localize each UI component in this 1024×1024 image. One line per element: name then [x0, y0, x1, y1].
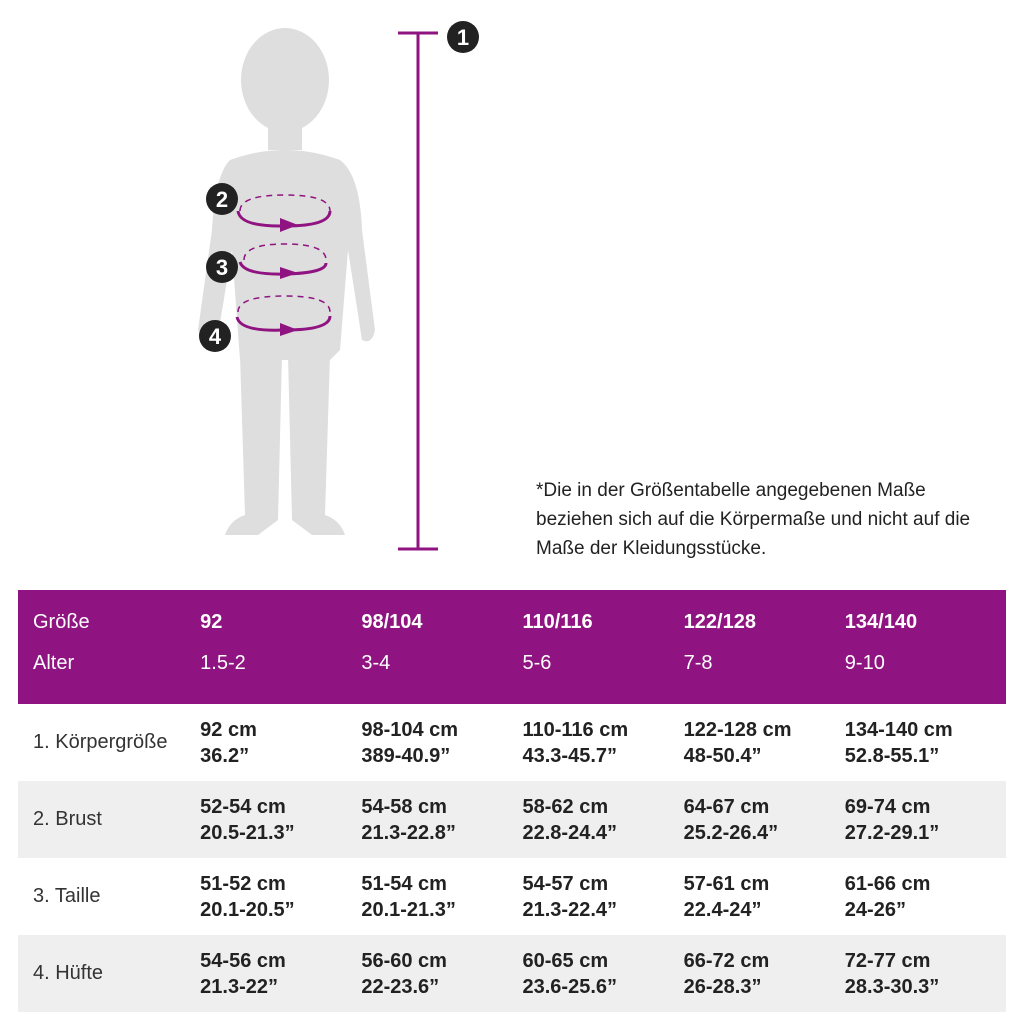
cm-value: 72-77 cm [844, 949, 931, 972]
inch-value: 389-40.9” [361, 744, 451, 767]
inch-value: 20.1-21.3” [361, 898, 456, 921]
cm-value: 58-62 cm [522, 795, 609, 818]
size-value: 122/128 [683, 610, 756, 633]
measurement-figure: 1 2 3 4 [198, 21, 479, 551]
table-cell: 54-56 cm 21.3-22” [200, 935, 361, 1012]
inch-value: 22.4-24” [683, 898, 762, 921]
cm-value: 60-65 cm [522, 949, 609, 972]
table-cell: 66-72 cm 26-28.3” [684, 935, 845, 1012]
cm-value: 92 cm [200, 718, 257, 741]
cm-value: 61-66 cm [844, 872, 931, 895]
inch-value: 43.3-45.7” [522, 744, 617, 767]
size-value: 92 [200, 610, 223, 633]
cm-value: 134-140 cm [844, 718, 953, 741]
cm-value: 110-116 cm [522, 718, 629, 741]
inch-value: 36.2” [200, 744, 250, 767]
marker-badges: 1 2 3 4 [199, 21, 479, 352]
cm-value: 51-52 cm [200, 872, 286, 895]
inch-value: 20.5-21.3” [200, 821, 295, 844]
age-value: 7-8 [683, 652, 713, 674]
cm-value: 54-56 cm [200, 949, 286, 972]
age-value: 5-6 [522, 652, 552, 674]
cm-value: 66-72 cm [683, 949, 770, 972]
header-row-age: Alter 1.5-2 3-4 5-6 7-8 9-10 [18, 650, 1006, 704]
inch-value: 21.3-22.4” [522, 898, 617, 921]
measurement-note: *Die in der Größentabelle angegebenen Ma… [536, 480, 971, 559]
table-cell: 110-116 cm 43.3-45.7” [522, 704, 683, 781]
inch-value: 20.1-20.5” [200, 898, 295, 921]
inch-value: 22-23.6” [361, 975, 440, 998]
size-value: 110/116 [522, 610, 593, 633]
row-label: 4. Hüfte [33, 962, 104, 984]
cm-value: 98-104 cm [361, 718, 459, 741]
table-row: 3. Taille 51-52 cm 20.1-20.5” 51-54 cm 20.1-… [18, 858, 1006, 935]
marker-4: 4 [209, 324, 222, 349]
cm-value: 69-74 cm [844, 795, 931, 818]
marker-2: 2 [216, 187, 228, 212]
inch-value: 27.2-29.1” [844, 821, 940, 844]
arrowheads [280, 218, 298, 336]
cm-value: 54-58 cm [361, 795, 447, 818]
cm-value: 52-54 cm [200, 795, 286, 818]
table-cell: 98-104 cm 389-40.9” [361, 704, 522, 781]
inch-value: 28.3-30.3” [844, 975, 940, 998]
table-row: 1. Körpergröße 92 cm 36.2” 98-104 cm 389-40.… [18, 704, 1006, 781]
age-value: 1.5-2 [200, 652, 246, 674]
cm-value: 57-61 cm [683, 872, 770, 895]
child-silhouette [198, 28, 375, 535]
cm-value: 122-128 cm [683, 718, 792, 741]
table-row: 2. Brust 52-54 cm 20.5-21.3” 54-58 cm 21.3-2… [18, 781, 1006, 858]
cm-value: 64-67 cm [683, 795, 770, 818]
inch-value: 48-50.4” [683, 744, 762, 767]
table-cell: 56-60 cm 22-23.6” [361, 935, 522, 1012]
inch-value: 21.3-22” [200, 975, 279, 998]
inch-value: 22.8-24.4” [522, 821, 617, 844]
header-label: Größe [33, 610, 90, 633]
header-row-size: Größe 92 98/104 110/116 122/128 134/140 [18, 590, 1006, 650]
table-cell: 64-67 cm 25.2-26.4” [684, 781, 845, 858]
table-cell: 51-54 cm 20.1-21.3” [361, 858, 522, 935]
table-cell: 69-74 cm 27.2-29.1” [845, 781, 1006, 858]
inch-value: 26-28.3” [683, 975, 762, 998]
table-cell: 54-58 cm 21.3-22.8” [361, 781, 522, 858]
size-value: 134/140 [844, 610, 918, 633]
inch-value: 21.3-22.8” [361, 821, 456, 844]
table-cell: 52-54 cm 20.5-21.3” [200, 781, 361, 858]
cm-value: 56-60 cm [361, 949, 447, 972]
table-cell: 72-77 cm 28.3-30.3” [845, 935, 1006, 1012]
size-value: 98/104 [361, 610, 423, 633]
inch-value: 52.8-55.1” [844, 744, 940, 767]
table-cell: 92 cm 36.2” [200, 704, 361, 781]
row-label: 2. Brust [33, 808, 102, 830]
inch-value: 23.6-25.6” [522, 975, 617, 998]
inch-value: 25.2-26.4” [683, 821, 779, 844]
cm-value: 51-54 cm [361, 872, 447, 895]
age-value: 9-10 [844, 652, 885, 674]
header-label: Alter [33, 652, 75, 674]
height-line [398, 31, 438, 551]
table-cell: 54-57 cm 21.3-22.4” [522, 858, 683, 935]
table-cell: 134-140 cm 52.8-55.1” [845, 704, 1006, 781]
table-cell: 60-65 cm 23.6-25.6” [522, 935, 683, 1012]
row-label: 1. Körpergröße [33, 731, 168, 753]
age-value: 3-4 [361, 652, 391, 674]
marker-1: 1 [457, 25, 469, 50]
inch-value: 24-26” [844, 898, 906, 921]
table-cell: 57-61 cm 22.4-24” [684, 858, 845, 935]
table-cell: 61-66 cm 24-26” [845, 858, 1006, 935]
table-cell: 51-52 cm 20.1-20.5” [200, 858, 361, 935]
cm-value: 54-57 cm [522, 872, 609, 895]
size-table: Größe 92 98/104 110/116 122/128 134/140 … [18, 590, 1006, 1012]
table-cell: 122-128 cm 48-50.4” [684, 704, 845, 781]
table-cell: 58-62 cm 22.8-24.4” [522, 781, 683, 858]
row-label: 3. Taille [33, 885, 101, 907]
table-row: 4. Hüfte 54-56 cm 21.3-22” 56-60 cm 22-23.6”… [18, 935, 1006, 1012]
marker-3: 3 [216, 255, 228, 280]
